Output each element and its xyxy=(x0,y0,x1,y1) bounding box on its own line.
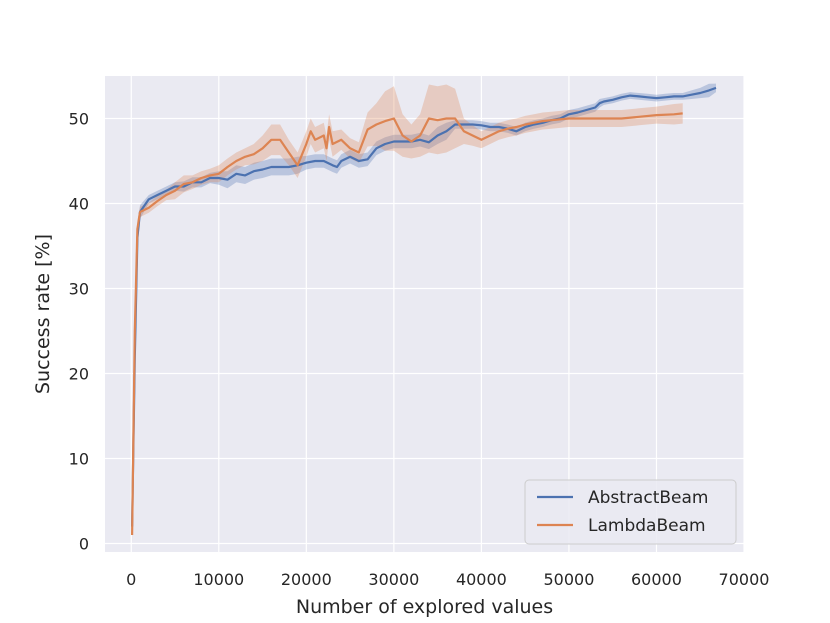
series-line-abstractbeam xyxy=(131,86,717,527)
x-tick-label: 20000 xyxy=(281,570,332,589)
x-axis-label: Number of explored values xyxy=(296,596,553,618)
y-axis-ticks: 0 10 20 30 40 50 xyxy=(69,110,89,554)
x-tick-label: 70000 xyxy=(719,570,770,589)
y-tick-label: 20 xyxy=(69,365,89,384)
legend-label-abstractbeam: AbstractBeam xyxy=(588,488,708,508)
legend-label-lambdabeam: LambdaBeam xyxy=(588,516,706,536)
x-tick-label: 50000 xyxy=(543,570,594,589)
plot-background xyxy=(105,76,744,552)
y-tick-label: 40 xyxy=(69,195,89,214)
legend: AbstractBeam LambdaBeam xyxy=(524,479,737,545)
x-tick-label: 40000 xyxy=(456,570,507,589)
x-tick-label: 60000 xyxy=(631,570,682,589)
x-tick-label: 0 xyxy=(126,570,136,589)
y-axis-label: Success rate [%] xyxy=(32,234,54,394)
x-tick-label: 10000 xyxy=(193,570,244,589)
y-tick-label: 50 xyxy=(69,110,89,129)
legend-box xyxy=(524,479,737,545)
y-tick-label: 0 xyxy=(79,535,89,554)
x-tick-label: 30000 xyxy=(368,570,419,589)
grid xyxy=(105,76,745,552)
y-tick-label: 30 xyxy=(69,280,89,299)
series-line-lambdabeam xyxy=(131,112,683,536)
x-axis-ticks: 0 10000 20000 30000 40000 50000 60000 70000 xyxy=(126,570,769,589)
series-lines xyxy=(131,86,717,536)
y-tick-label: 10 xyxy=(69,450,89,469)
